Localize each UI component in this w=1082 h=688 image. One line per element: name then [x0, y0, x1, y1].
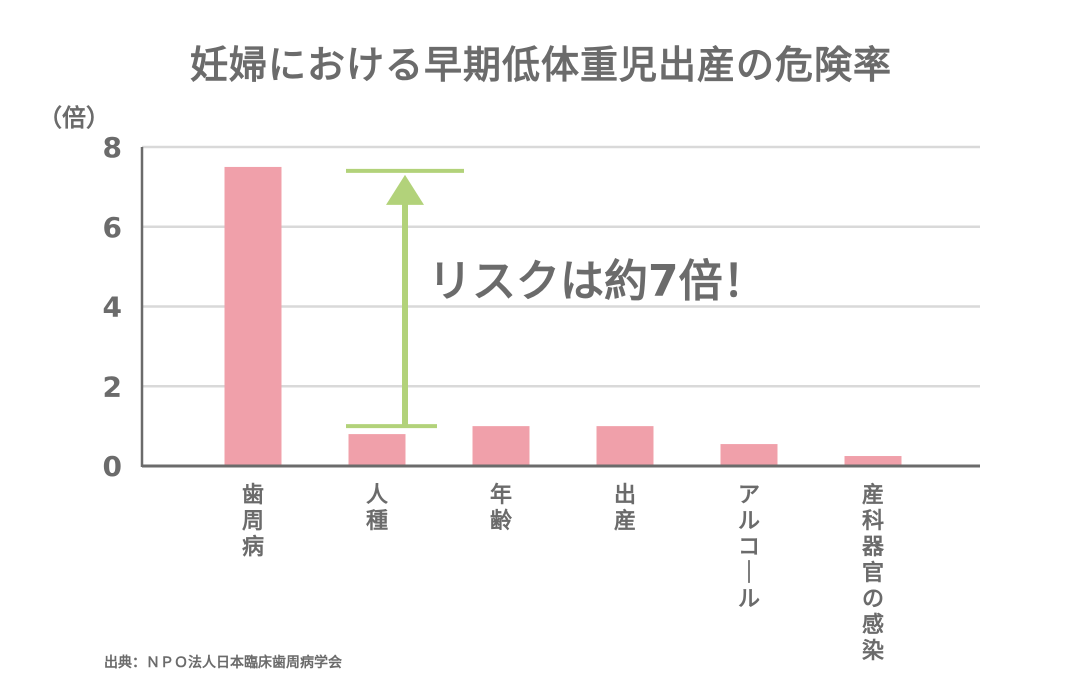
- bar: [596, 426, 654, 466]
- bar: [844, 456, 902, 466]
- x-tick-label: 歯周病: [242, 482, 264, 560]
- x-tick-label: アルコ｜ル: [738, 483, 760, 612]
- y-tick-label: 8: [103, 131, 122, 164]
- annotation-arrow-head: [386, 174, 424, 205]
- x-tick-label: 産科器官の感染: [861, 482, 885, 664]
- y-tick-label: 6: [103, 211, 122, 244]
- y-tick-label: 0: [103, 450, 122, 483]
- y-tick-label: 4: [103, 291, 122, 324]
- source-citation: 出典：ＮＰＯ法人日本臨床歯周病学会: [104, 655, 342, 671]
- x-tick-label: 人種: [366, 483, 388, 534]
- x-tick-label: 年齢: [490, 482, 513, 534]
- bar: [348, 434, 406, 466]
- annotation-label: リスクは約7倍！: [428, 256, 767, 307]
- bar: [472, 426, 530, 466]
- y-axis-unit-label: （倍）: [38, 104, 110, 132]
- y-tick-label: 2: [103, 370, 122, 403]
- bar: [720, 444, 778, 466]
- x-tick-label: 出産: [614, 483, 636, 534]
- chart-title: 妊婦における早期低体重児出産の危険率: [189, 43, 892, 87]
- bar: [224, 166, 282, 466]
